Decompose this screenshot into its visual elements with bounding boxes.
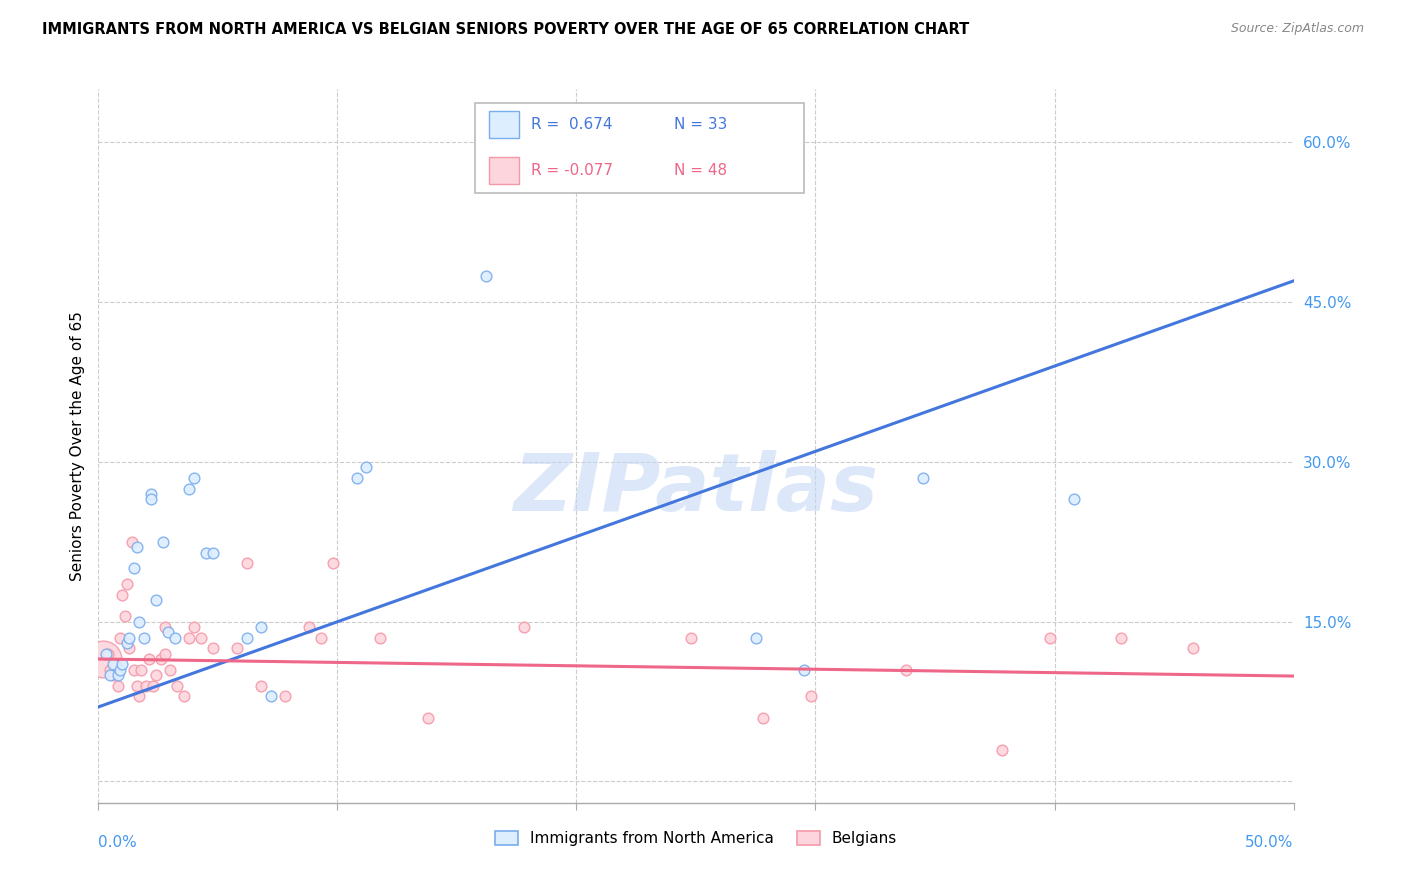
Point [896,663,918,677]
Point [94,647,117,661]
Point [111,657,134,672]
Point [155,647,177,661]
Point [202,545,225,559]
Point [135,679,157,693]
Point [118,631,141,645]
Point [183,471,205,485]
Text: R = -0.077: R = -0.077 [531,163,613,178]
Point [156,625,179,640]
Point [108,663,131,677]
Text: R =  0.674: R = 0.674 [531,117,613,132]
Point [166,679,188,693]
Point [149,652,172,666]
Text: 0.0%: 0.0% [98,835,138,850]
Point [128,690,150,704]
Point [111,588,134,602]
Point [145,593,167,607]
Point [681,631,703,645]
Point [745,631,768,645]
Point [115,577,138,591]
Point [346,471,368,485]
Point [142,679,165,693]
Text: ZIPatlas: ZIPatlas [513,450,879,528]
Point [250,620,273,634]
Point [911,471,934,485]
Point [152,534,174,549]
Point [91,652,114,666]
Point [121,534,143,549]
Point [752,710,775,724]
FancyBboxPatch shape [489,111,519,137]
FancyBboxPatch shape [475,103,804,193]
Point [1182,641,1205,656]
Point [114,609,136,624]
Point [513,620,536,634]
Point [107,668,129,682]
Point [1063,492,1085,507]
Point [139,492,162,507]
Point [800,690,823,704]
Point [309,631,332,645]
Point [131,663,153,677]
Point [145,668,167,682]
Point [97,647,120,661]
Point [1039,631,1062,645]
Point [235,556,257,570]
Point [991,742,1014,756]
Point [118,641,141,656]
Point [195,545,218,559]
Point [124,663,146,677]
Point [226,641,249,656]
Point [125,679,148,693]
Point [155,620,177,634]
Point [163,631,186,645]
Text: Source: ZipAtlas.com: Source: ZipAtlas.com [1230,22,1364,36]
Point [98,668,122,682]
Text: IMMIGRANTS FROM NORTH AMERICA VS BELGIAN SENIORS POVERTY OVER THE AGE OF 65 CORR: IMMIGRANTS FROM NORTH AMERICA VS BELGIAN… [42,22,969,37]
Point [274,690,297,704]
FancyBboxPatch shape [489,157,519,184]
Point [125,540,148,554]
Y-axis label: Seniors Poverty Over the Age of 65: Seniors Poverty Over the Age of 65 [69,311,84,581]
Point [132,631,155,645]
Point [98,663,122,677]
Point [190,631,212,645]
Point [159,663,181,677]
Text: 50.0%: 50.0% [1246,835,1294,850]
Point [124,561,146,575]
Point [115,636,138,650]
Point [1111,631,1133,645]
Point [138,652,160,666]
Point [179,482,201,496]
Point [322,556,344,570]
Point [173,690,195,704]
Point [418,710,440,724]
Point [793,663,815,677]
Point [128,615,150,629]
Point [179,631,201,645]
Point [259,690,281,704]
Point [101,668,124,682]
Point [183,620,205,634]
Point [298,620,321,634]
Point [250,679,273,693]
Text: N = 33: N = 33 [675,117,728,132]
Point [354,460,377,475]
Text: N = 48: N = 48 [675,163,727,178]
Point [202,641,225,656]
Point [139,487,162,501]
Point [235,631,257,645]
Point [101,657,124,672]
Point [108,631,131,645]
Point [474,268,496,283]
Legend: Immigrants from North America, Belgians: Immigrants from North America, Belgians [489,825,903,852]
Point [370,631,392,645]
Point [107,679,129,693]
Point [104,657,127,672]
